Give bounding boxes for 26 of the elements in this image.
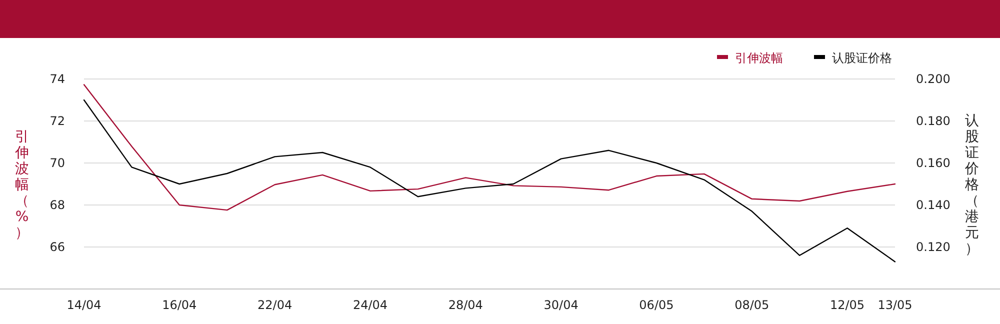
legend-label: 引伸波幅 (735, 51, 783, 65)
y-axis-title: 引伸波幅（%） (14, 129, 29, 241)
x-tick-label: 12/05 (830, 298, 865, 312)
x-tick-label: 06/05 (639, 298, 674, 312)
y2-tick-label: 0.160 (916, 156, 950, 170)
y2-tick-label: 0.180 (916, 114, 950, 128)
y-tick-label: 74 (50, 72, 65, 86)
y2-tick-label: 0.140 (916, 198, 950, 212)
x-tick-label: 24/04 (352, 298, 388, 312)
y2-tick-label: 0.200 (916, 72, 950, 86)
x-tick-label: 08/05 (734, 298, 770, 312)
y-tick-label: 72 (50, 114, 65, 128)
x-tick-label: 28/04 (448, 298, 483, 312)
x-tick-label: 30/04 (544, 298, 578, 312)
y-tick-label: 70 (50, 156, 65, 170)
line-series (83, 99, 896, 262)
x-tick-label: 14/04 (66, 298, 102, 312)
line-series (83, 84, 896, 211)
y-tick-label: 68 (50, 198, 65, 212)
y2-tick-label: 0.120 (916, 240, 950, 254)
legend-label: 认股证价格 (832, 51, 892, 65)
text: 认股证价格（港元） (965, 113, 979, 257)
x-tick-label: 22/04 (258, 298, 292, 312)
x-tick-label: 13/05 (878, 298, 912, 312)
y-tick-label: 66 (50, 240, 65, 254)
x-tick-label: 16/04 (162, 298, 197, 312)
